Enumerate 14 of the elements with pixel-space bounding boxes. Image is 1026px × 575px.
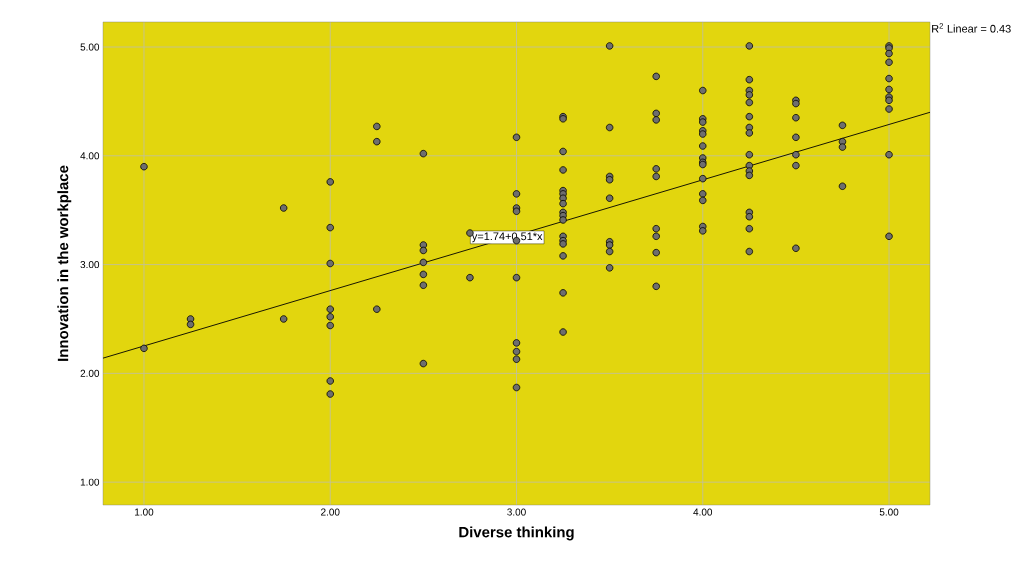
x-tick-label: 2.00 <box>321 508 340 516</box>
annotation: y=1.74+0.51*x <box>471 232 543 243</box>
text: R$^{2}$ Linear = 0.43 <box>932 23 1011 33</box>
y-tick-label: 5.00 <box>80 43 100 51</box>
x-tick-label: 3.00 <box>507 508 526 516</box>
y-axis-title: Innovation in the workplace <box>57 165 72 361</box>
y-tick-label: 2.00 <box>80 369 100 377</box>
y-tick-label: 1.00 <box>80 478 100 486</box>
y-tick-label: 3.00 <box>80 261 100 269</box>
y-tick-label: 4.00 <box>80 152 100 160</box>
x-tick-label: 5.00 <box>879 508 899 516</box>
x-axis-title: Diverse thinking <box>459 526 574 541</box>
x-tick-label: 4.00 <box>693 508 713 516</box>
x-tick-label: 1.00 <box>135 508 154 516</box>
